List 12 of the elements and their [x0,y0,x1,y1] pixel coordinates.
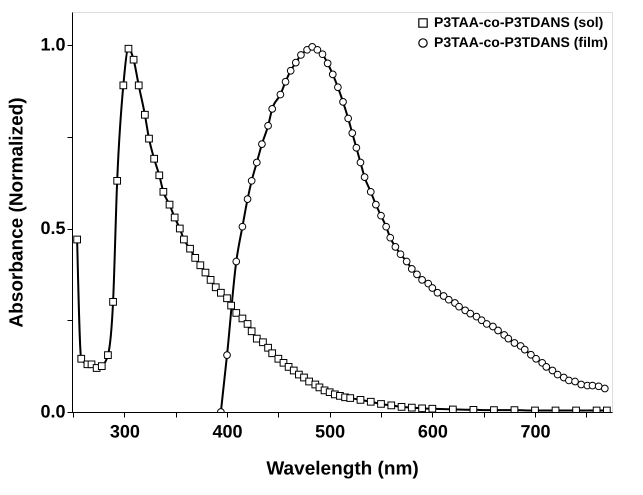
x-axis-title: Wavelength (nm) [266,458,419,480]
y-axis-title: Absorbance (Normalized) [6,97,28,328]
x-tick-label: 400 [212,422,243,442]
x-tick-label: 700 [520,422,551,442]
legend-label: P3TAA-co-P3TDANS (sol) [434,14,604,30]
x-tick-label: 300 [110,422,140,442]
x-tick-label: 500 [315,422,346,442]
legend-label: P3TAA-co-P3TDANS (film) [434,34,608,50]
y-tick-label: 0.0 [40,402,66,422]
y-tick-label: 1.0 [40,34,66,55]
y-tick-label: 0.5 [40,218,66,238]
x-tick-label: 600 [418,422,448,442]
